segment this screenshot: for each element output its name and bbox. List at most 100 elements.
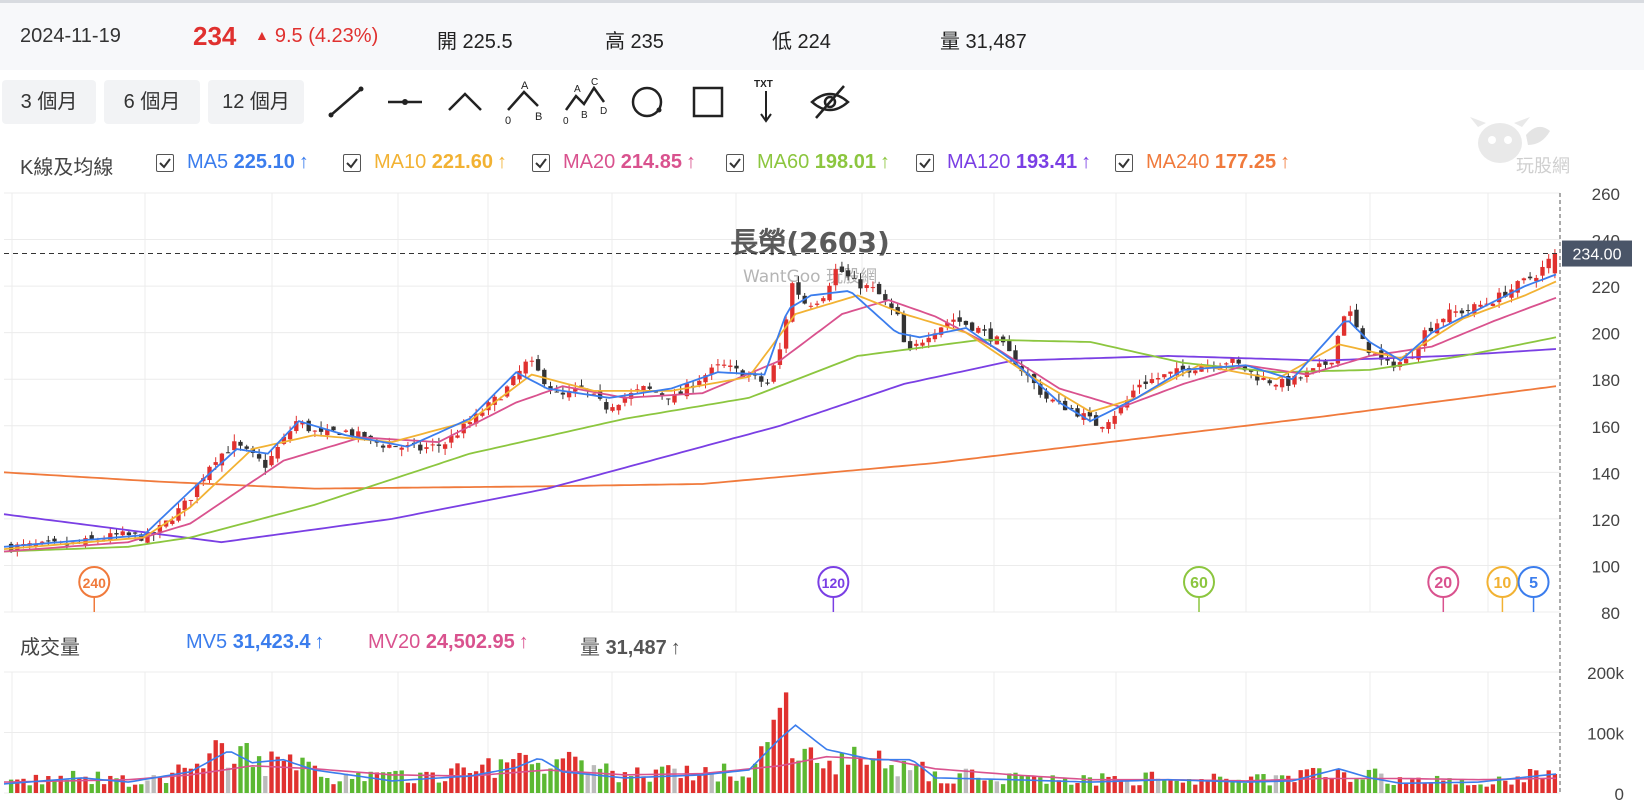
checkmark-icon: [1118, 158, 1130, 169]
volume-bar: [653, 769, 659, 793]
volume-bar: [256, 756, 262, 793]
ma-toggle-ma20[interactable]: [532, 154, 550, 172]
ma-toggle-ma60[interactable]: [726, 154, 744, 172]
candle: [442, 444, 448, 449]
volume-bar: [1465, 785, 1471, 793]
candle: [728, 365, 733, 367]
ma-value: 214.85: [615, 151, 682, 173]
hide-drawings-icon[interactable]: [808, 82, 852, 122]
ma-marker-label: 5: [1529, 575, 1538, 592]
price-tick-label: 80: [1601, 604, 1620, 623]
candle: [108, 533, 113, 541]
volume-bar: [759, 746, 764, 793]
volume-bar: [1428, 783, 1434, 793]
volume-bar: [8, 779, 14, 793]
volume-bar: [746, 777, 752, 793]
candle: [672, 394, 677, 403]
volume-bar: [163, 783, 169, 793]
ma-line-ma5: [3, 273, 1557, 548]
candle: [1267, 380, 1272, 384]
candle: [765, 382, 770, 384]
candle: [46, 540, 51, 542]
checkmark-icon: [919, 158, 931, 169]
candle: [1391, 361, 1396, 368]
price-change: ▲ 9.5 (4.23%): [255, 25, 378, 48]
volume-bar: [1484, 786, 1489, 793]
ma-line-ma240: [3, 385, 1557, 490]
volume-bar: [504, 762, 510, 793]
volume-bar: [1162, 780, 1167, 793]
angle-tool-icon[interactable]: [445, 82, 485, 122]
candle: [808, 305, 814, 307]
range-12m-button[interactable]: 12 個月: [208, 80, 304, 124]
ma-toggle-ma120[interactable]: [916, 154, 934, 172]
volume-legend-name: 量: [580, 637, 606, 659]
candle: [1013, 350, 1018, 366]
volume-legend-value: 31,487: [605, 637, 667, 659]
horizontal-line-tool-icon[interactable]: [385, 82, 425, 122]
line-tool-icon[interactable]: [326, 82, 366, 122]
candle: [114, 533, 119, 535]
volume-bar: [517, 752, 522, 793]
volume-bar: [858, 757, 863, 793]
candle: [1193, 370, 1198, 374]
volume-bar: [814, 762, 820, 793]
volume-bar: [492, 777, 497, 793]
abcd-wave-tool-icon[interactable]: A C 0 B D: [562, 74, 612, 128]
up-arrow-icon: ↑: [1081, 151, 1092, 173]
circle-tool-icon[interactable]: [627, 82, 667, 122]
wave-label-a2: A: [574, 84, 581, 95]
volume-bar: [771, 719, 776, 793]
volume-bar: [337, 781, 342, 793]
volume-bar: [548, 768, 553, 793]
ma-toggle-ma5[interactable]: [156, 154, 174, 172]
ma-name: MA10: [374, 151, 427, 173]
candle: [188, 499, 194, 501]
abc-wave-tool-icon[interactable]: A 0 B: [502, 76, 548, 128]
volume-bar: [1100, 773, 1105, 793]
volume-bar: [213, 740, 218, 793]
ma-name: MA120: [947, 151, 1011, 173]
volume-bar: [83, 776, 88, 793]
volume-bar: [1397, 777, 1403, 793]
volume-legend: 成交量 MV5 31,423.4 ↑ MV20 24,502.95 ↑ 量 31,487…: [0, 628, 1644, 660]
candle: [963, 320, 969, 325]
candle: [709, 367, 714, 374]
candle: [517, 370, 522, 380]
volume-bar: [1310, 767, 1316, 793]
range-6m-button[interactable]: 6 個月: [104, 80, 200, 124]
volume-bar: [232, 763, 237, 793]
volume-bar: [821, 768, 826, 793]
candle: [1472, 304, 1477, 314]
wave-label-a: A: [521, 80, 529, 92]
quote-header: 2024-11-19 234 ▲ 9.5 (4.23%) 開 225.5 高 23…: [0, 0, 1644, 70]
volume-bar: [207, 753, 212, 793]
candle: [1242, 365, 1248, 371]
candle: [1230, 358, 1235, 363]
volume-bar: [1230, 780, 1235, 793]
candle: [1180, 365, 1186, 370]
candle: [52, 538, 57, 542]
up-arrow-icon: ↑: [496, 151, 507, 173]
candle: [1255, 374, 1260, 381]
volume-bar: [690, 780, 696, 793]
candle: [604, 402, 609, 410]
candle: [1069, 407, 1074, 410]
low-price: 低 224: [772, 31, 831, 53]
ma-legend-ma60: MA60 198.01 ↑: [757, 151, 890, 174]
range-3m-button[interactable]: 3 個月: [2, 80, 96, 124]
ma-legend-ma20: MA20 214.85 ↑: [563, 151, 696, 174]
candle: [1459, 310, 1465, 314]
candle: [1050, 399, 1055, 402]
candle: [1286, 376, 1291, 386]
ma-toggle-ma10[interactable]: [343, 154, 361, 172]
candle: [697, 380, 702, 386]
candle: [120, 531, 125, 536]
candle: [170, 520, 175, 524]
volume-bar: [827, 760, 832, 793]
rectangle-tool-icon[interactable]: [688, 82, 728, 122]
volume-bar: [920, 761, 925, 793]
text-arrow-tool-icon[interactable]: TXT: [746, 76, 786, 126]
ma-toggle-ma240[interactable]: [1115, 154, 1133, 172]
